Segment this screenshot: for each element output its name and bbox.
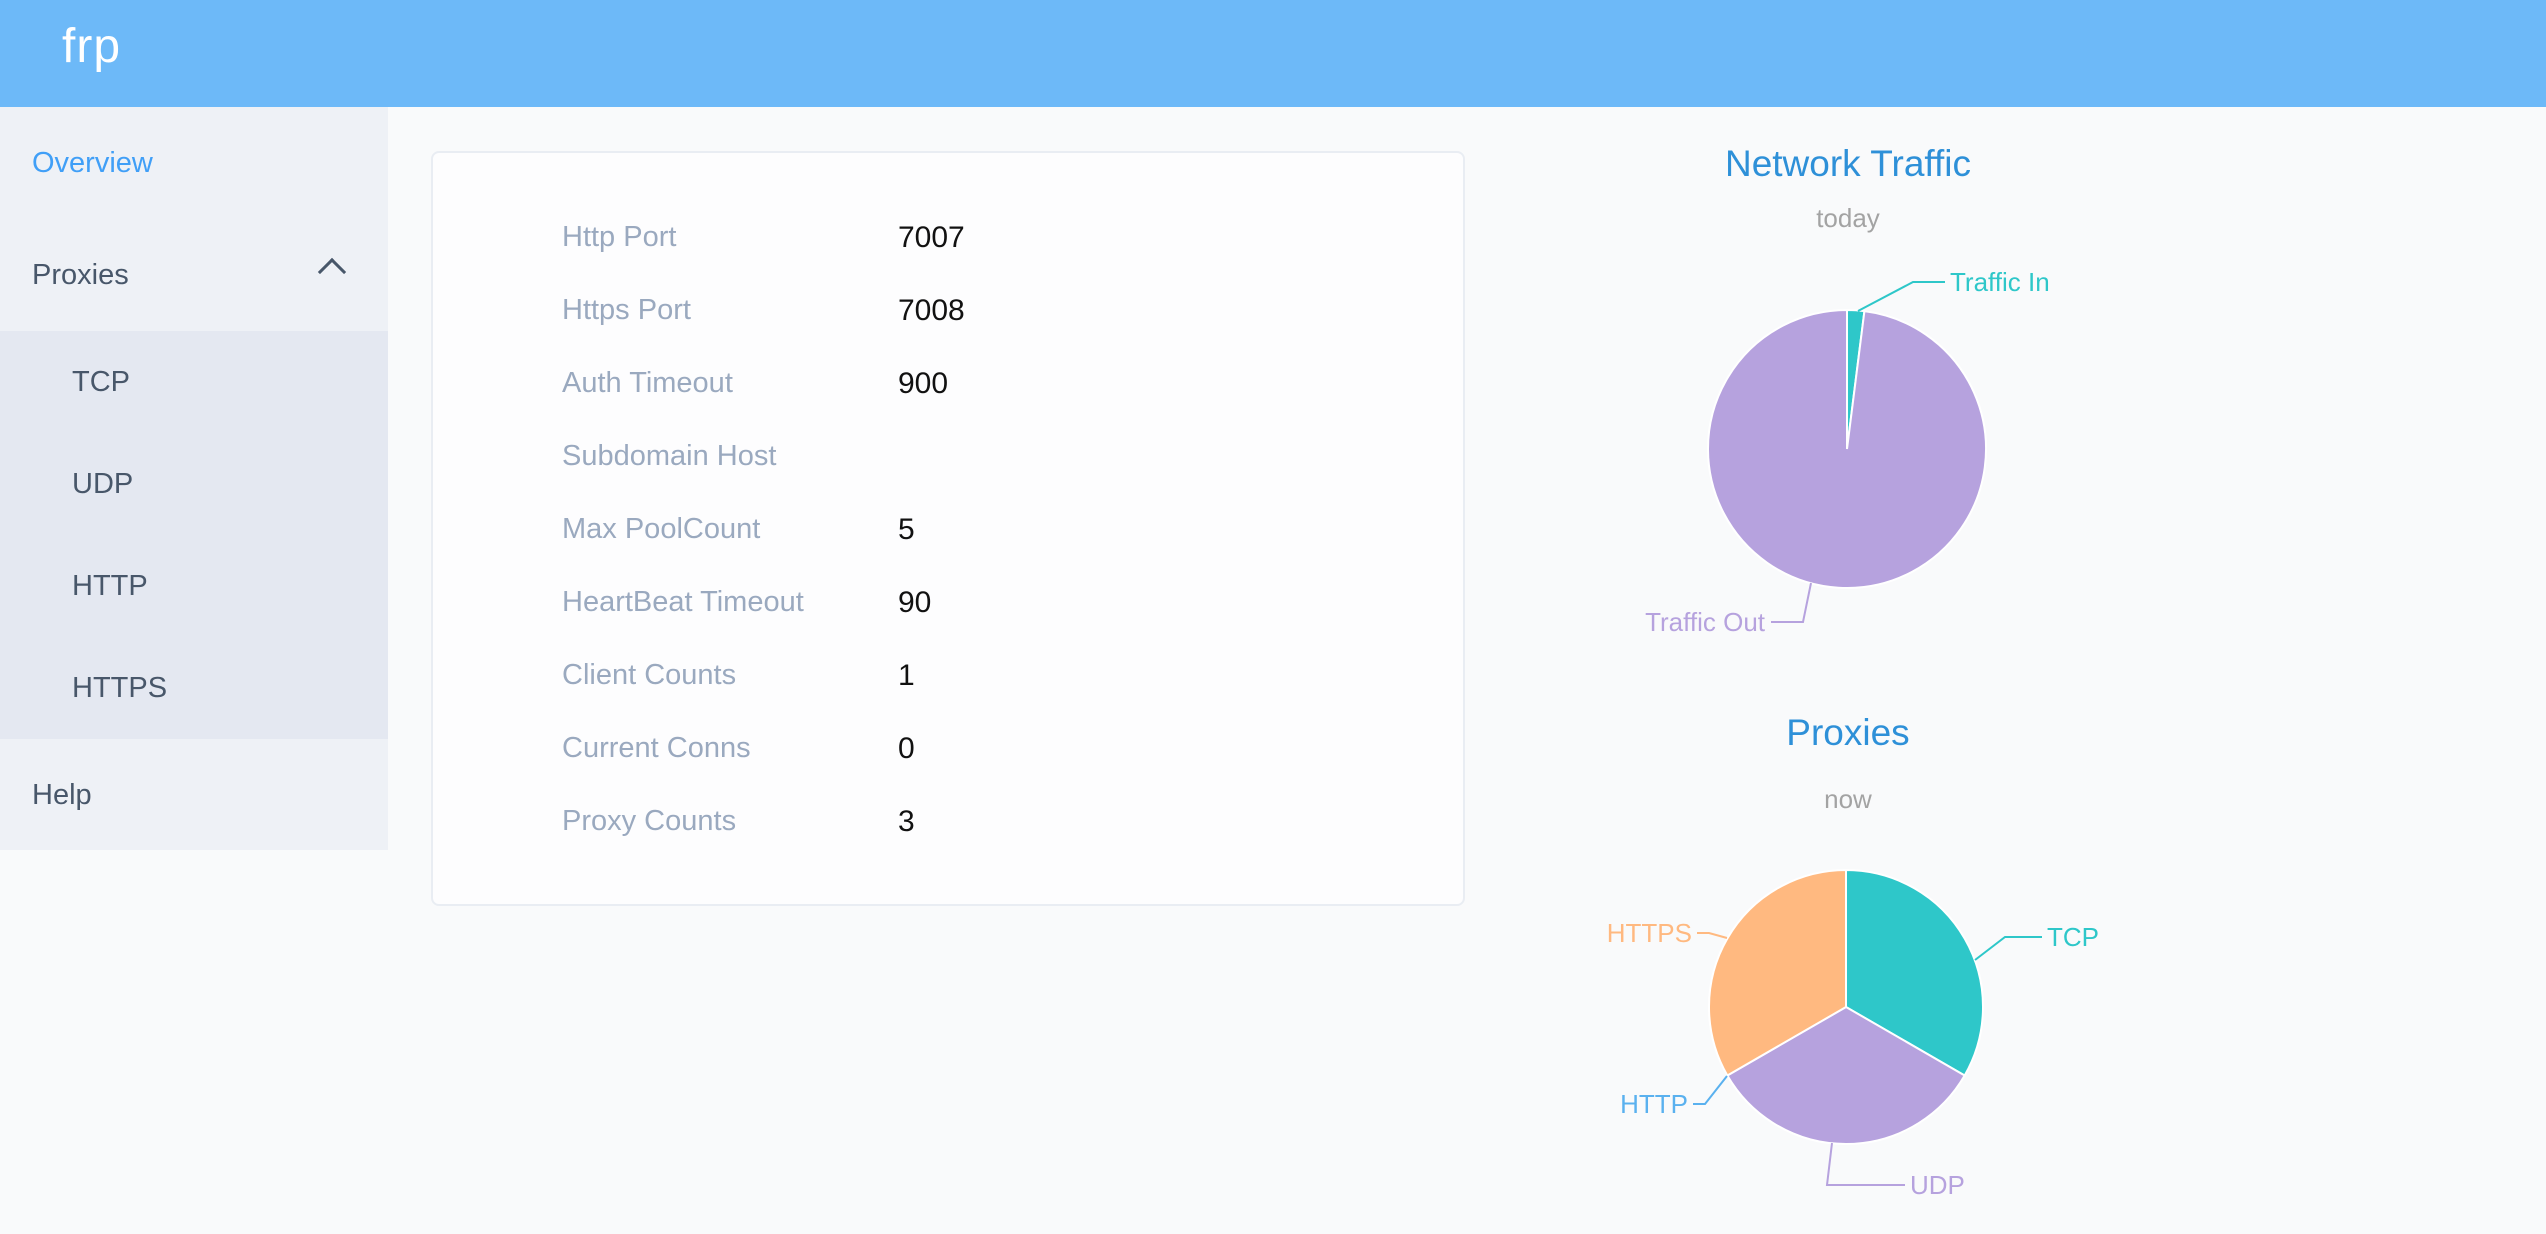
sidebar-item-http-label: HTTP	[72, 570, 148, 602]
server-info-row: Https Port 7008	[433, 274, 1463, 347]
server-info-row: Auth Timeout 900	[433, 347, 1463, 420]
pie-label-udp: UDP	[1910, 1170, 1965, 1200]
field-label: Subdomain Host	[562, 440, 777, 472]
field-label: Https Port	[562, 294, 691, 326]
leader-line-tcp	[1974, 936, 2042, 961]
server-info-row: HeartBeat Timeout 90	[433, 566, 1463, 639]
field-label: Max PoolCount	[562, 513, 761, 545]
leader-line-traffic-in	[1857, 281, 1945, 312]
field-value: 7007	[898, 220, 965, 254]
leader-line-http	[1693, 1075, 1728, 1105]
field-label: Client Counts	[562, 659, 737, 691]
pie-label-https: HTTPS	[1607, 918, 1692, 948]
sidebar-item-tcp[interactable]: TCP	[0, 331, 388, 433]
chart-subtitle: now	[1824, 784, 1872, 814]
chart-title: Network Traffic	[1725, 143, 1971, 184]
app-logo: frp	[62, 20, 122, 73]
field-label: Auth Timeout	[562, 367, 733, 399]
leader-line-traffic-out	[1771, 582, 1812, 623]
field-value: 7008	[898, 293, 965, 327]
sidebar-item-overview-label: Overview	[32, 147, 153, 179]
field-value: 900	[898, 366, 949, 400]
pie-slice-https	[1708, 868, 1847, 1077]
server-info-row: Subdomain Host	[433, 420, 1463, 493]
proxies-submenu: TCP UDP HTTP HTTPS	[0, 331, 388, 739]
sidebar-item-help[interactable]: Help	[0, 739, 388, 851]
pie-slice-traffic-out	[1707, 308, 1987, 589]
field-value: 3	[898, 804, 915, 838]
server-info-row: Client Counts 1	[433, 639, 1463, 712]
sidebar: Overview Proxies TCP UDP HTTP HTTPS Help	[0, 107, 388, 850]
sidebar-item-https-label: HTTPS	[72, 672, 168, 704]
field-value: 0	[898, 731, 915, 765]
leader-line-https	[1697, 932, 1728, 939]
network-traffic-pie-chart: Network Traffic today Traffic In Traffic …	[1645, 143, 2050, 637]
pie-label-traffic-in: Traffic In	[1950, 267, 2050, 297]
sidebar-item-proxies[interactable]: Proxies	[0, 219, 388, 331]
server-info-row: Http Port 7007	[433, 201, 1463, 274]
field-label: Current Conns	[562, 732, 751, 764]
sidebar-item-udp[interactable]: UDP	[0, 433, 388, 535]
server-info-row: Proxy Counts 3	[433, 785, 1463, 858]
server-info-card: Http Port 7007 Https Port 7008 Auth Timeou…	[431, 151, 1465, 906]
pie-label-http: HTTP	[1620, 1089, 1688, 1119]
field-label: Http Port	[562, 221, 677, 253]
server-info-row: Current Conns 0	[433, 712, 1463, 785]
pie-slice-udp	[1725, 1005, 1967, 1145]
header-bar: frp	[0, 0, 2546, 107]
pie-label-traffic-out: Traffic Out	[1645, 607, 1766, 637]
pie-slice-tcp	[1845, 868, 1984, 1077]
field-value: 1	[898, 658, 915, 692]
chevron-up-icon	[317, 257, 347, 287]
sidebar-item-https[interactable]: HTTPS	[0, 637, 388, 739]
sidebar-item-tcp-label: TCP	[72, 366, 130, 398]
pie-label-tcp: TCP	[2047, 922, 2099, 952]
field-value: 5	[898, 512, 915, 546]
leader-line-udp	[1825, 1142, 1905, 1186]
proxies-pie-chart: Proxies now TCP UDP HTTP HTTPS	[1607, 712, 2099, 1200]
sidebar-item-http[interactable]: HTTP	[0, 535, 388, 637]
sidebar-item-help-label: Help	[32, 779, 92, 811]
sidebar-item-proxies-label: Proxies	[32, 259, 129, 291]
sidebar-item-overview[interactable]: Overview	[0, 107, 388, 219]
field-label: Proxy Counts	[562, 805, 737, 837]
server-info-row: Max PoolCount 5	[433, 493, 1463, 566]
field-label: HeartBeat Timeout	[562, 586, 804, 618]
chart-subtitle: today	[1816, 203, 1880, 233]
sidebar-item-udp-label: UDP	[72, 468, 134, 500]
field-value: 90	[898, 585, 932, 619]
chart-title: Proxies	[1786, 712, 1909, 753]
